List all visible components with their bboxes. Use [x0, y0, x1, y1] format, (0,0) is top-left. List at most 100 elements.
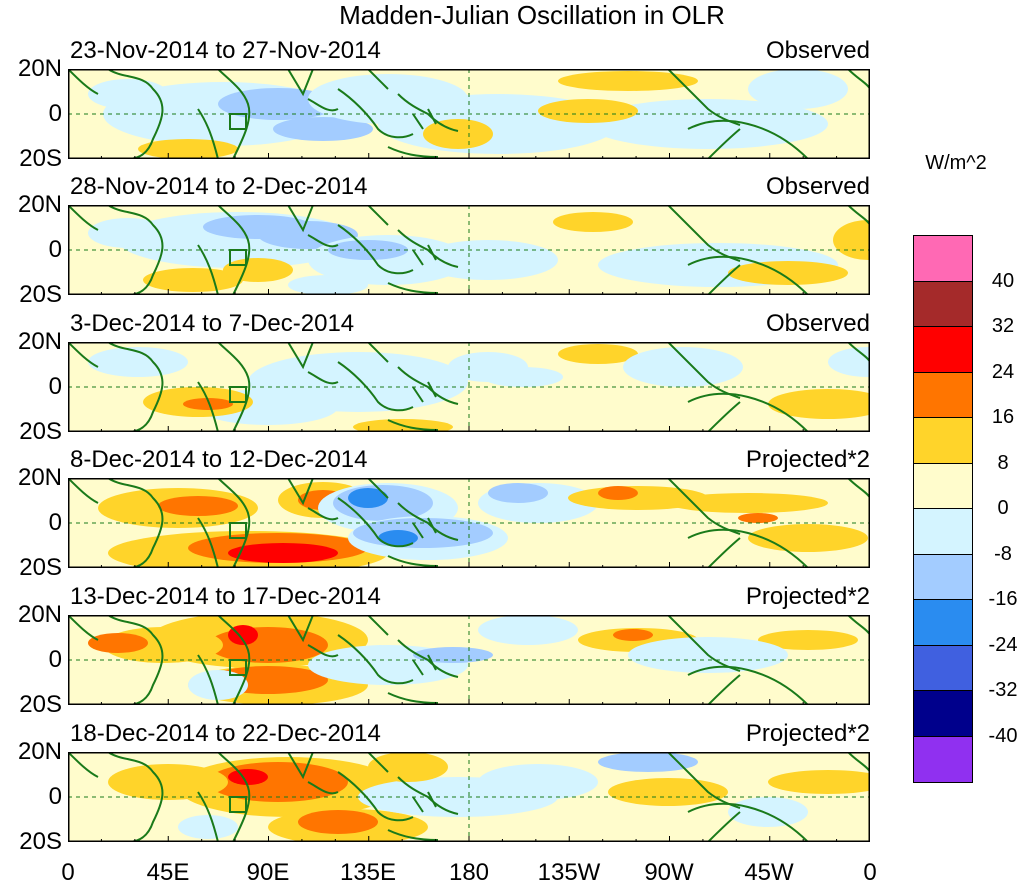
coastline [68, 478, 99, 504]
panel-period: 23-Nov-2014 to 27-Nov-2014 [70, 37, 381, 64]
colorbar-label: 32 [991, 315, 1015, 337]
olr-anomaly-contour [88, 347, 188, 377]
colorbar-label: -32 [988, 679, 1018, 701]
coastline [287, 752, 314, 780]
panel-period: 28-Nov-2014 to 2-Dec-2014 [70, 173, 368, 200]
colorbar-units: W/m^2 [925, 152, 987, 174]
olr-anomaly-contour [183, 398, 233, 410]
colorbar-swatch [914, 691, 972, 737]
panel-period: 13-Dec-2014 to 17-Dec-2014 [70, 583, 381, 610]
olr-anomaly-contour [368, 752, 448, 782]
olr-anomaly-contour [138, 139, 238, 159]
coastline [287, 615, 314, 643]
coastline [68, 342, 99, 368]
olr-anomaly-contour [828, 347, 870, 377]
latitude-label: 0 [48, 100, 62, 127]
coastline [412, 108, 437, 130]
coastline [387, 282, 439, 294]
coastline [337, 361, 414, 412]
coastline [687, 255, 809, 295]
panel-status: Observed [765, 173, 870, 200]
coastline [287, 478, 314, 506]
coastline [707, 537, 741, 568]
olr-anomaly-contour [218, 88, 338, 120]
colorbar-swatch [914, 509, 972, 555]
map-panel: 23-Nov-2014 to 27-Nov-2014 Observed [68, 37, 870, 159]
coastline [687, 119, 809, 159]
olr-anomaly-contour [108, 764, 228, 800]
latitude-label: 20S [19, 418, 62, 445]
map-panel: 8-Dec-2014 to 12-Dec-2014 Projected*2 [68, 446, 870, 568]
coastline [687, 528, 809, 568]
olr-anomaly-contour [758, 630, 858, 650]
colorbar-swatch [914, 736, 972, 782]
olr-anomaly-contour [613, 629, 653, 641]
olr-anomaly-contour [158, 496, 238, 516]
olr-anomaly-contour [668, 493, 828, 513]
olr-anomaly-contour [228, 543, 338, 563]
coastline [107, 752, 164, 842]
latitude-label: 0 [48, 646, 62, 673]
coastline [68, 615, 99, 641]
coastline [307, 98, 339, 112]
coastline [412, 517, 437, 539]
coastline [707, 401, 741, 432]
latitude-label: 20N [17, 55, 62, 82]
coastline [68, 69, 99, 95]
olr-anomaly-contour [728, 261, 848, 285]
coastline [337, 634, 414, 685]
index-region-box [229, 249, 247, 266]
coastline [707, 128, 741, 159]
olr-anomaly-contour [608, 778, 728, 806]
olr-anomaly-contour [178, 815, 238, 839]
coastline [107, 478, 164, 568]
coastline [307, 371, 339, 385]
coastline [107, 205, 164, 295]
colorbar-label: 40 [991, 269, 1015, 292]
coastline [217, 478, 251, 568]
coastline [197, 517, 219, 568]
colorbar-swatch [914, 645, 972, 691]
colorbar-label: 0 [997, 497, 1009, 519]
olr-anomaly-contour [623, 347, 743, 387]
index-region-box [229, 113, 247, 130]
latitude-label: 20S [19, 554, 62, 581]
map-panel: 28-Nov-2014 to 2-Dec-2014 Observed [68, 173, 870, 295]
coastline [197, 108, 219, 159]
olr-anomaly-contour [348, 488, 388, 508]
olr-anomaly-contour [558, 344, 638, 364]
index-region-box [229, 522, 247, 539]
colorbar-label: 24 [991, 360, 1015, 383]
coastline [687, 392, 809, 432]
olr-anomaly-contour [588, 99, 828, 149]
coastline [387, 419, 439, 431]
colorbar-label: 8 [997, 451, 1009, 474]
longitude-label: 45E [146, 859, 190, 886]
coastline [68, 752, 99, 778]
panel-status: Projected*2 [745, 720, 870, 747]
olr-anomaly-contour [768, 770, 870, 794]
coastline [217, 69, 251, 159]
olr-anomaly-map [68, 69, 870, 159]
longitude-label: 135W [537, 859, 601, 886]
longitude-label: 45W [744, 859, 794, 886]
olr-anomaly-contour [478, 764, 598, 800]
map-panel: 18-Dec-2014 to 22-Dec-2014 Projected*2 [68, 720, 870, 842]
map-panel: 13-Dec-2014 to 17-Dec-2014 Projected*2 [68, 583, 870, 705]
coastline [287, 342, 314, 370]
coastline [107, 615, 164, 705]
coastline [707, 811, 741, 842]
coastline [687, 802, 809, 842]
panel-period: 18-Dec-2014 to 22-Dec-2014 [70, 720, 381, 747]
olr-anomaly-contour [598, 752, 698, 772]
longitude-label: 90E [246, 859, 290, 886]
coastline [387, 555, 439, 567]
olr-anomaly-contour [223, 258, 293, 282]
colorbar-swatch [914, 463, 972, 509]
colorbar-label: -40 [988, 724, 1018, 747]
panel-status: Observed [765, 310, 870, 337]
colorbar-swatch [914, 418, 972, 464]
panel-status: Projected*2 [745, 446, 870, 473]
coastline [687, 665, 809, 705]
coastline [107, 342, 164, 432]
